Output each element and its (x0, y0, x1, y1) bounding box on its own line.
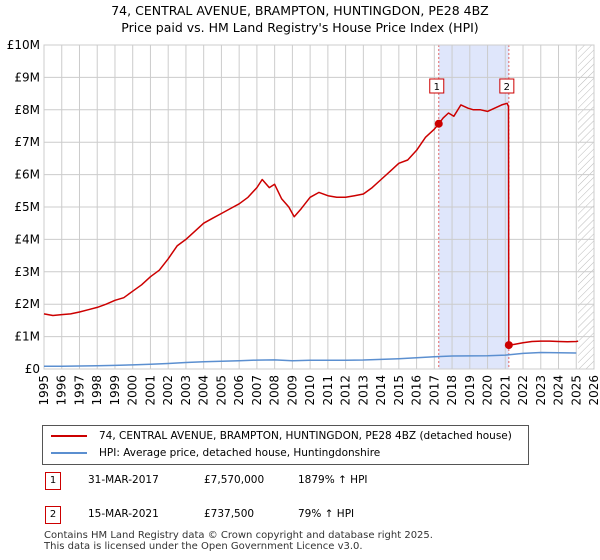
y-tick-label: £1M (14, 330, 40, 344)
x-tick-label: 2018 (445, 375, 459, 406)
x-tick-label: 2013 (356, 375, 370, 406)
x-tick-label: 2009 (285, 375, 299, 406)
x-tick-label: 2003 (179, 375, 193, 406)
x-tick-label: 2001 (143, 375, 157, 406)
chart-title: 74, CENTRAL AVENUE, BRAMPTON, HUNTINGDON… (0, 2, 600, 36)
y-tick-label: £10M (7, 38, 40, 52)
y-tick-label: £2M (14, 297, 40, 311)
transaction-row: 1 31-MAR-2017 £7,570,000 1879% ↑ HPI (42, 472, 562, 492)
x-tick-label: 2023 (534, 375, 548, 406)
x-tick-label: 1998 (90, 375, 104, 406)
x-tick-label: 1997 (72, 375, 86, 406)
price-chart: £0 £1M £2M £3M £4M £5M £6M £7M £8M £9M £10M 1995 199… (7, 38, 600, 406)
x-tick-label: 2017 (427, 375, 441, 406)
legend-label-price: 74, CENTRAL AVENUE, BRAMPTON, HUNTINGDON… (99, 430, 512, 442)
x-tick-label: 2015 (392, 375, 406, 406)
x-tick-label: 2002 (161, 375, 175, 406)
transaction-hpi: 79% ↑ HPI (298, 508, 355, 520)
x-tick-label: 2026 (587, 375, 600, 406)
sale-point-marker (504, 341, 513, 350)
x-tick-label: 1995 (37, 375, 51, 406)
x-tick-label: 2024 (552, 375, 566, 406)
x-tick-label: 2011 (321, 375, 335, 406)
x-tick-label: 2007 (250, 375, 264, 406)
price-paid-line (43, 102, 579, 346)
transaction-marker: 1 (45, 472, 61, 490)
y-tick-label: £3M (14, 265, 40, 279)
legend-swatch-hpi (51, 452, 87, 454)
x-tick-label: 1999 (108, 375, 122, 406)
x-tick-label: 2012 (339, 375, 353, 406)
x-tick-label: 2021 (498, 375, 512, 406)
x-tick-label: 2010 (303, 375, 317, 406)
transaction-date: 15-MAR-2021 (88, 508, 159, 520)
x-tick-label: 1996 (55, 375, 69, 406)
transaction-hpi: 1879% ↑ HPI (298, 474, 368, 486)
annotation-label: 1 (434, 82, 440, 93)
footer-line-2: This data is licensed under the Open Gov… (44, 541, 363, 552)
legend-label-hpi: HPI: Average price, detached house, Hunt… (99, 447, 381, 459)
y-tick-label: £6M (14, 168, 40, 182)
legend: 74, CENTRAL AVENUE, BRAMPTON, HUNTINGDON… (42, 425, 529, 465)
x-tick-label: 2008 (268, 375, 282, 406)
y-tick-label: £0 (25, 362, 40, 376)
x-tick-label: 2000 (126, 375, 140, 406)
transaction-marker: 2 (45, 506, 61, 524)
footer-line-1: Contains HM Land Registry data © Crown c… (44, 530, 433, 541)
hpi-line (44, 351, 577, 367)
plot-border (43, 44, 595, 370)
transaction-row: 2 15-MAR-2021 £737,500 79% ↑ HPI (42, 506, 562, 526)
annotation-box (499, 78, 515, 94)
transaction-date: 31-MAR-2017 (88, 474, 159, 486)
x-tick-label: 2022 (516, 375, 530, 406)
x-tick-label: 2025 (569, 375, 583, 406)
y-tick-label: £9M (14, 70, 40, 84)
y-tick-label: £8M (14, 103, 40, 117)
transaction-price: £7,570,000 (204, 474, 265, 486)
transaction-price: £737,500 (204, 508, 255, 520)
sale-point-marker (434, 119, 443, 128)
x-tick-label: 2020 (481, 375, 495, 406)
title-line-1: 74, CENTRAL AVENUE, BRAMPTON, HUNTINGDON… (111, 3, 489, 18)
footer: Contains HM Land Registry data © Crown c… (44, 530, 433, 552)
legend-swatch-price (51, 435, 87, 437)
annotation-box (429, 78, 445, 94)
annotation-label: 2 (504, 82, 510, 93)
y-tick-label: £7M (14, 135, 40, 149)
x-tick-label: 2014 (374, 375, 388, 406)
x-tick-label: 2019 (463, 375, 477, 406)
x-tick-label: 2005 (214, 375, 228, 406)
title-line-2: Price paid vs. HM Land Registry's House … (121, 20, 479, 35)
x-tick-label: 2016 (410, 375, 424, 406)
y-tick-label: £4M (14, 232, 40, 246)
legend-item-hpi: HPI: Average price, detached house, Hunt… (51, 445, 380, 461)
x-tick-label: 2004 (197, 375, 211, 406)
y-tick-label: £5M (14, 200, 40, 214)
legend-item-price: 74, CENTRAL AVENUE, BRAMPTON, HUNTINGDON… (51, 428, 512, 444)
x-tick-label: 2006 (232, 375, 246, 406)
